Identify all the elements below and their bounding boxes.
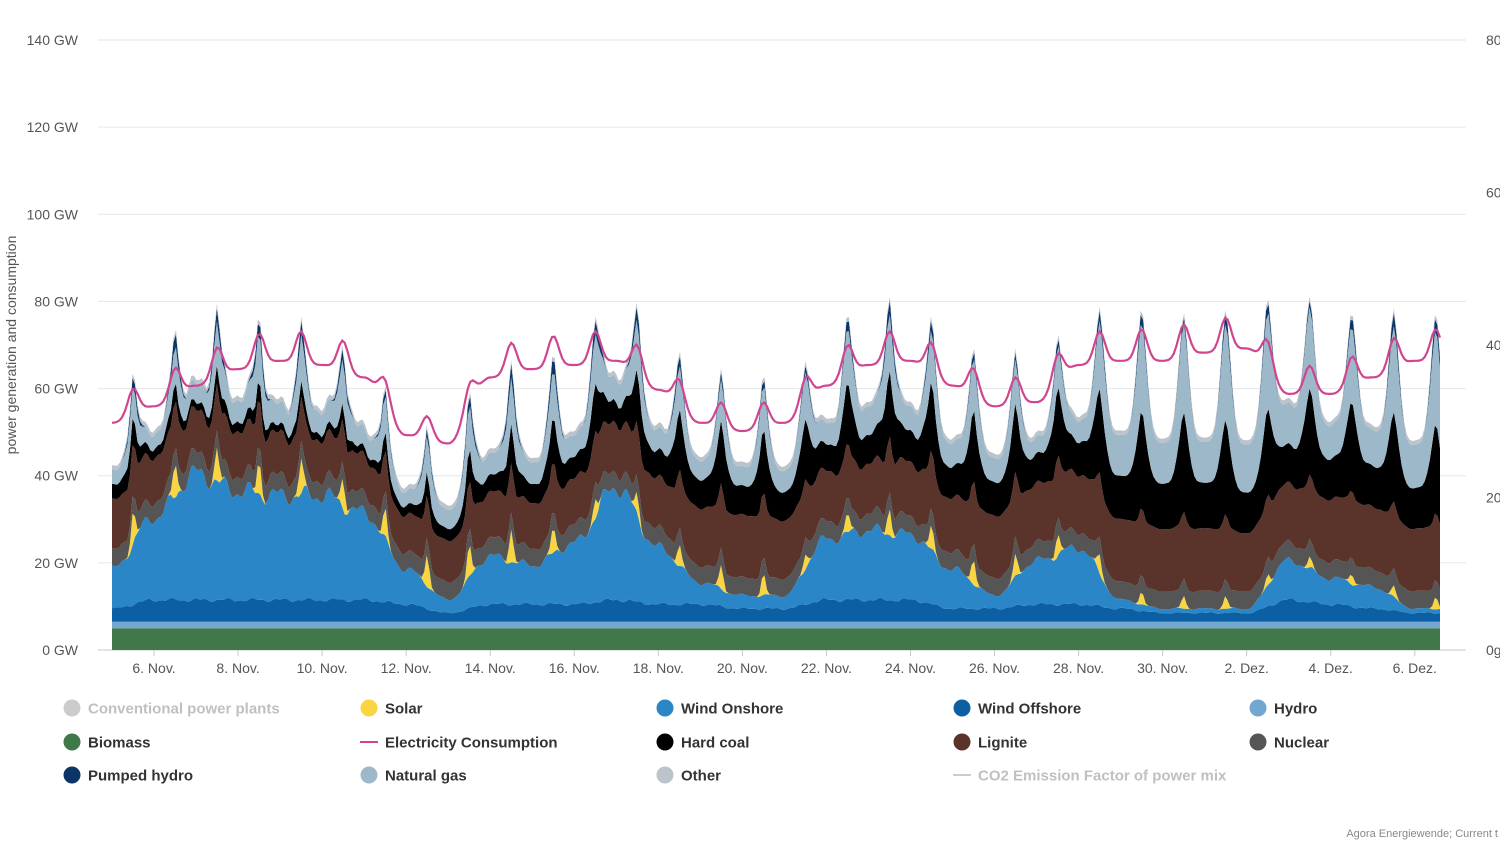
legend-item-wind-offshore[interactable]: Wind Offshore — [953, 699, 1082, 718]
x-tick-label: 6. Dez. — [1393, 660, 1437, 676]
legend-swatch — [953, 733, 971, 751]
x-tick-label: 14. Nov. — [465, 660, 516, 676]
x-tick-label: 20. Nov. — [717, 660, 768, 676]
legend-swatch — [656, 733, 674, 751]
legend-swatch — [656, 699, 674, 717]
legend-label: CO2 Emission Factor of power mix — [978, 768, 1227, 785]
legend-swatch — [360, 766, 378, 784]
legend-swatch — [63, 699, 81, 717]
series-area-biomass — [112, 628, 1440, 650]
x-tick-label: 12. Nov. — [381, 660, 432, 676]
x-tick-label: 8. Nov. — [216, 660, 259, 676]
series-area-hard-coal — [112, 365, 1440, 542]
axis-layer: 0 GW 20 GW 40 GW 60 GW 80 GW 100 GW 120 GW 140 … — [27, 32, 1500, 676]
legend-item-electricity-consumption[interactable]: Electricity Consumption — [360, 735, 558, 752]
legend-swatch — [1249, 733, 1267, 751]
legend-item-conventional-power-plants[interactable]: Conventional power plants — [63, 699, 280, 718]
legend-swatch — [63, 733, 81, 751]
legend-label: Wind Onshore — [681, 701, 783, 718]
legend-item-nuclear[interactable]: Nuclear — [1249, 733, 1330, 752]
x-tick-label: 18. Nov. — [633, 660, 684, 676]
x-tick-label: 26. Nov. — [969, 660, 1020, 676]
y-tick-label: 60 GW — [34, 381, 78, 397]
series-area-wind-offshore — [112, 597, 1440, 622]
x-tick-label: 24. Nov. — [885, 660, 936, 676]
legend-item-natural-gas[interactable]: Natural gas — [360, 766, 467, 785]
legend-item-other[interactable]: Other — [656, 766, 722, 785]
y-tick-label: 100 GW — [27, 206, 79, 222]
x-tick-label: 22. Nov. — [801, 660, 852, 676]
x-tick-label: 2. Dez. — [1225, 660, 1269, 676]
y-tick-label: 20 GW — [34, 555, 78, 571]
y2-tick-label: 0g — [1486, 642, 1500, 658]
legend-label: Hard coal — [681, 735, 749, 752]
legend-item-wind-onshore[interactable]: Wind Onshore — [656, 699, 784, 718]
line-layer — [111, 316, 1442, 445]
legend-swatch — [1249, 699, 1267, 717]
y-tick-label: 140 GW — [27, 32, 79, 48]
legend-item-pumped-hydro[interactable]: Pumped hydro — [63, 766, 194, 785]
legend-swatch — [953, 699, 971, 717]
legend-swatch — [63, 766, 81, 784]
legend-label: Electricity Consumption — [385, 735, 558, 752]
legend-label: Other — [681, 768, 721, 785]
legend-label: Natural gas — [385, 768, 467, 785]
x-tick-label: 16. Nov. — [549, 660, 600, 676]
y2-tick-label: 20 — [1486, 490, 1500, 506]
legend-item-lignite[interactable]: Lignite — [953, 733, 1028, 752]
legend-label: Pumped hydro — [88, 768, 193, 785]
legend-label: Conventional power plants — [88, 701, 280, 718]
y-tick-label: 120 GW — [27, 119, 79, 135]
series-area-wind-onshore — [112, 465, 1440, 614]
y-tick-label: 80 GW — [34, 293, 78, 309]
legend-label: Hydro — [1274, 701, 1317, 718]
y-tick-label: 40 GW — [34, 468, 78, 484]
y2-tick-label: 60 — [1486, 185, 1500, 201]
legend-item-solar[interactable]: Solar — [360, 699, 423, 718]
legend-item-hydro[interactable]: Hydro — [1249, 699, 1318, 718]
credits[interactable]: Agora Energiewende; Current t — [1346, 828, 1498, 840]
legend-item-hard-coal[interactable]: Hard coal — [656, 733, 750, 752]
series-area-pumped-hydro — [112, 300, 1440, 511]
series-line-electricity-consumption — [111, 316, 1442, 445]
legend-label: Solar — [385, 701, 423, 718]
legend-swatch — [656, 766, 674, 784]
legend-swatch — [360, 699, 378, 717]
series-area-natural-gas — [112, 307, 1440, 530]
legend-label: Lignite — [978, 735, 1027, 752]
y2-tick-label: 40 — [1486, 337, 1500, 353]
y-tick-label: 0 GW — [42, 642, 79, 658]
y2-tick-label: 80 — [1486, 32, 1500, 48]
y-axis-label: power generation and consumption — [3, 236, 19, 455]
legend-label: Wind Offshore — [978, 701, 1081, 718]
x-tick-label: 4. Dez. — [1309, 660, 1353, 676]
legend-label: Biomass — [88, 735, 151, 752]
x-tick-label: 6. Nov. — [132, 660, 175, 676]
area-layer — [112, 296, 1440, 650]
x-tick-label: 30. Nov. — [1137, 660, 1188, 676]
series-area-lignite — [112, 383, 1440, 593]
x-tick-label: 10. Nov. — [297, 660, 348, 676]
legend-label: Nuclear — [1274, 735, 1329, 752]
series-area-nuclear — [112, 430, 1440, 610]
legend-item-co2-emission-factor-of-power-mix[interactable]: CO2 Emission Factor of power mix — [953, 768, 1227, 785]
legend-item-biomass[interactable]: Biomass — [63, 733, 151, 752]
x-tick-label: 28. Nov. — [1053, 660, 1104, 676]
series-area-hydro — [112, 621, 1440, 629]
legend: Conventional power plants Solar Wind Onsho… — [63, 699, 1330, 785]
series-area-other — [112, 296, 1440, 511]
